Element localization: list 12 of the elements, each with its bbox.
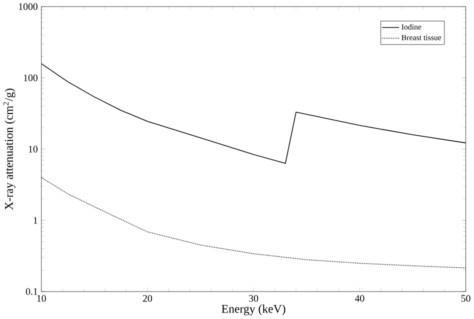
y-tick-label: 100 [24, 74, 38, 82]
x-tick-label: 40 [354, 295, 364, 302]
x-tick-label: 30 [249, 295, 258, 302]
x-tick-label: 10 [37, 295, 46, 302]
y-tick-label: 1000 [19, 3, 38, 10]
y-tick-label: 1 [34, 217, 38, 224]
x-axis-title: Energy (keV) [222, 304, 286, 316]
y-tick-label: 0.1 [26, 288, 38, 296]
y-tick-label: 10 [28, 146, 38, 153]
x-tick-label: 20 [142, 295, 152, 302]
x-tick-label: 50 [461, 295, 470, 302]
y-axis-title: X-ray attenuation (cm$^{2}$/g) [3, 88, 16, 210]
